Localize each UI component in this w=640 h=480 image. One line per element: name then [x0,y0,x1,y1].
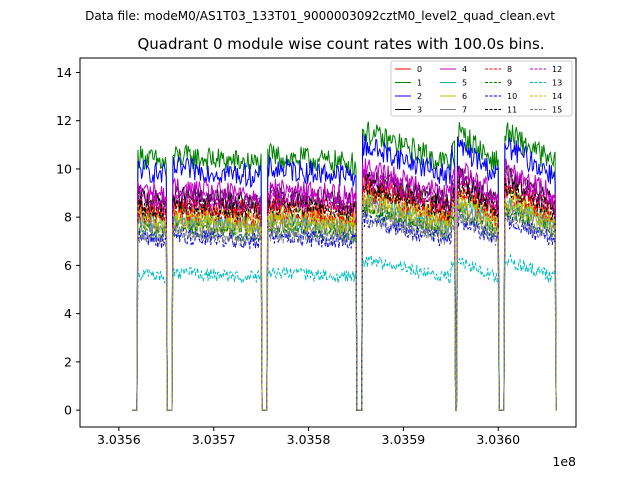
legend-label: 10 [507,92,517,101]
legend-label: 14 [552,92,562,101]
x-tick-label: 3.0359 [382,432,426,447]
legend-label: 2 [417,92,422,101]
legend-label: 13 [552,79,562,88]
legend-label: 11 [507,106,517,115]
legend-label: 7 [462,106,467,115]
legend-label: 9 [507,79,512,88]
x-tick-label: 3.0360 [476,432,520,447]
y-tick-label: 4 [64,306,72,321]
y-tick-label: 12 [56,113,72,128]
x-tick-label: 3.0357 [192,432,236,447]
legend-label: 5 [462,79,467,88]
series-line-2 [132,134,557,411]
legend-label: 15 [552,106,562,115]
legend-label: 3 [417,106,422,115]
y-tick-label: 10 [56,161,72,176]
legend-label: 4 [462,65,467,74]
y-tick-label: 8 [64,210,72,225]
y-axis: 0 2 4 6 8 10 12 14 [56,65,80,418]
y-tick-label: 6 [64,258,72,273]
legend-label: 6 [462,92,467,101]
legend-box [390,60,573,117]
series-line-15 [132,208,557,411]
legend-label: 0 [417,65,422,74]
legend-label: 12 [552,65,562,74]
x-offset-label: 1e8 [552,454,576,469]
series-line-10 [132,209,557,411]
series-line-13 [132,253,557,411]
x-tick-label: 3.0356 [97,432,141,447]
series-line-1 [132,121,557,411]
legend-label: 1 [417,79,422,88]
x-tick-label: 3.0358 [287,432,331,447]
chart-title: Quadrant 0 module wise count rates with … [137,35,544,53]
legend-label: 8 [507,65,512,74]
plot-area [132,121,557,411]
series-line-12 [132,168,557,411]
axes-frame [79,57,577,428]
y-tick-label: 0 [64,403,72,418]
suptitle: Data file: modeM0/AS1T03_133T01_90000030… [85,9,555,23]
x-axis: 3.0356 3.0357 3.0358 3.0359 3.0360 [97,427,520,447]
y-tick-label: 2 [64,354,72,369]
series-line-14 [132,194,557,411]
y-tick-label: 14 [56,65,72,80]
